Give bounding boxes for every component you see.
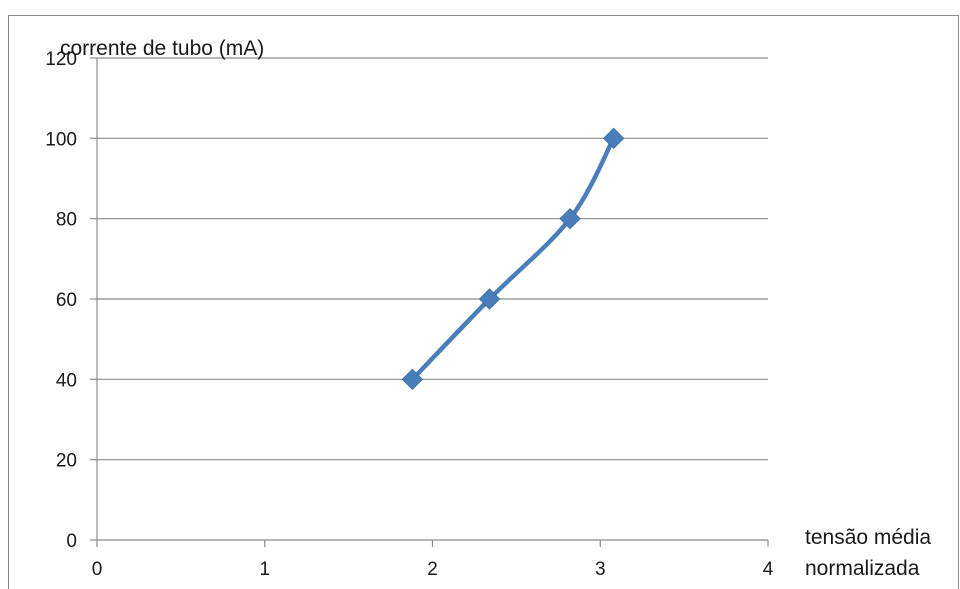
x-axis-title-line-2: normalizada xyxy=(805,557,920,580)
y-tick-label: 80 xyxy=(56,210,77,231)
x-tick-label: 2 xyxy=(427,559,438,580)
x-ticks: 0 1 2 3 4 xyxy=(92,540,774,580)
series xyxy=(410,136,616,382)
y-tick-label: 60 xyxy=(56,290,77,311)
gridlines xyxy=(97,57,768,461)
chart-frame xyxy=(8,15,959,589)
y-axis-title: corrente de tubo (mA) xyxy=(60,37,264,60)
y-ticks: 0 20 40 60 80 100 120 xyxy=(45,49,97,552)
data-point-marker xyxy=(602,127,625,150)
y-tick-label: 120 xyxy=(45,49,77,70)
y-tick-label: 0 xyxy=(66,531,77,552)
x-tick-label: 3 xyxy=(595,559,606,580)
markers xyxy=(401,127,625,391)
data-point-marker xyxy=(401,368,424,391)
x-tick-label: 0 xyxy=(92,559,103,580)
data-point-marker xyxy=(478,288,501,310)
data-point-marker xyxy=(559,207,581,230)
x-axis-title-line-1: tensão média xyxy=(805,526,931,549)
x-tick-label: 4 xyxy=(763,559,774,580)
series-line xyxy=(410,136,616,382)
y-tick-label: 100 xyxy=(45,129,77,150)
y-tick-label: 20 xyxy=(56,451,77,472)
y-tick-label: 40 xyxy=(56,370,77,391)
x-tick-label: 1 xyxy=(259,559,270,580)
